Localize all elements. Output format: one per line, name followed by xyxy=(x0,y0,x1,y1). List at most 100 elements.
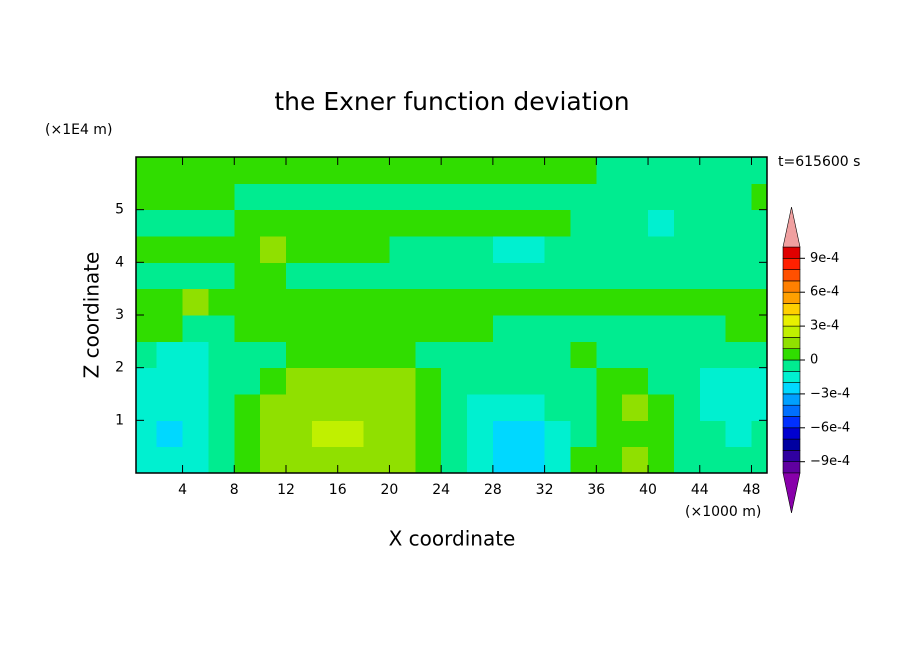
contour-cell xyxy=(389,420,416,448)
contour-cell xyxy=(518,288,546,316)
contour-cell xyxy=(570,209,597,237)
contour-cell xyxy=(337,315,365,342)
contour-cell xyxy=(415,236,442,263)
contour-cell xyxy=(136,262,158,290)
colorbar-box xyxy=(782,303,801,316)
contour-cell xyxy=(751,236,767,263)
contour-cell xyxy=(622,420,649,448)
contour-cell xyxy=(751,315,767,342)
contour-cell xyxy=(285,236,313,263)
contour-cell xyxy=(518,446,546,473)
contour-cell xyxy=(441,183,468,211)
contour-cell xyxy=(673,446,701,473)
contour-cell xyxy=(260,209,287,237)
colorbar-tick-label: −3e-4 xyxy=(810,386,850,401)
contour-cell xyxy=(725,236,752,263)
contour-cell xyxy=(156,236,184,263)
contour-cell xyxy=(622,288,649,316)
contour-cell xyxy=(518,157,546,184)
contour-cell xyxy=(363,341,390,369)
contour-cell xyxy=(699,262,727,290)
contour-cell xyxy=(415,341,442,369)
contour-cell xyxy=(648,446,675,473)
contour-cell xyxy=(441,209,468,237)
contour-cell xyxy=(596,315,623,342)
contour-cell xyxy=(182,341,209,369)
contour-cell xyxy=(389,236,416,263)
contour-cell xyxy=(260,315,287,342)
contour-cell xyxy=(156,341,184,369)
contour-cell xyxy=(234,262,261,290)
contour-cell xyxy=(441,262,468,290)
contour-cell xyxy=(570,262,597,290)
contour-cell xyxy=(622,236,649,263)
contour-cell xyxy=(337,262,365,290)
contour-cell xyxy=(363,236,390,263)
chart-title: the Exner function deviation xyxy=(274,87,629,116)
contour-cell xyxy=(751,367,767,395)
colorbar-tick-label: 9e-4 xyxy=(810,251,839,266)
contour-cell xyxy=(182,157,209,184)
contour-cell xyxy=(234,367,261,395)
colorbar-box xyxy=(782,280,801,293)
colorbar-box xyxy=(782,291,801,304)
contour-cell xyxy=(725,183,752,211)
contour-cell xyxy=(492,420,520,448)
contour-cell xyxy=(467,341,494,369)
colorbar-box xyxy=(782,393,801,406)
contour-cell xyxy=(415,183,442,211)
contour-cell xyxy=(544,236,571,263)
contour-cell xyxy=(311,367,339,395)
contour-cell xyxy=(699,288,727,316)
y-tick-label: 1 xyxy=(115,412,124,428)
contour-cell xyxy=(544,157,571,184)
contour-cell xyxy=(415,394,442,421)
contour-cell xyxy=(648,262,675,290)
contour-cell xyxy=(648,288,675,316)
contour-cell xyxy=(136,236,158,263)
contour-cell xyxy=(311,157,339,184)
contour-cell xyxy=(234,183,261,211)
contour-cell xyxy=(136,446,158,473)
contour-cell xyxy=(156,262,184,290)
contour-cell xyxy=(285,183,313,211)
contour-cell xyxy=(441,367,468,395)
contour-cell xyxy=(285,341,313,369)
contour-cell xyxy=(234,209,261,237)
colorbar-box xyxy=(782,450,801,462)
contour-cell xyxy=(467,367,494,395)
x-tick-label: 48 xyxy=(743,482,761,498)
x-tick-label: 12 xyxy=(277,482,295,498)
contour-cell xyxy=(415,209,442,237)
contour-cell xyxy=(699,446,727,473)
contour-cell xyxy=(570,315,597,342)
contour-cell xyxy=(518,183,546,211)
contour-cell xyxy=(389,315,416,342)
contour-cell xyxy=(156,394,184,421)
contour-cell xyxy=(156,288,184,316)
colorbar-tick-label: 3e-4 xyxy=(810,319,839,334)
contour-cell xyxy=(622,341,649,369)
contour-cell xyxy=(751,341,767,369)
y-tick-label: 4 xyxy=(115,254,124,270)
x-tick-label: 28 xyxy=(484,482,502,498)
contour-cell xyxy=(260,236,287,263)
x-tick-label: 40 xyxy=(639,482,657,498)
contour-cell xyxy=(208,236,235,263)
contour-cell xyxy=(751,157,767,184)
contour-cell xyxy=(415,262,442,290)
contour-cell xyxy=(725,315,752,342)
contour-cell xyxy=(285,157,313,184)
contour-cell xyxy=(570,394,597,421)
contour-cell xyxy=(311,183,339,211)
contour-cell xyxy=(492,183,520,211)
contour-cell xyxy=(725,420,752,448)
contour-cell xyxy=(544,209,571,237)
x-tick-label: 8 xyxy=(230,482,239,498)
y-tick-label: 3 xyxy=(115,307,124,323)
contour-cell xyxy=(725,367,752,395)
contour-cell xyxy=(337,183,365,211)
contour-cell xyxy=(234,236,261,263)
x-unit: (×1000 m) xyxy=(685,504,761,520)
contour-cell xyxy=(337,367,365,395)
